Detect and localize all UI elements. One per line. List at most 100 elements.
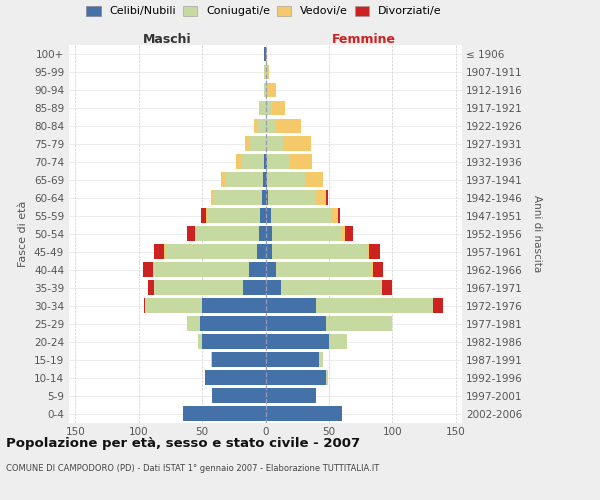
Bar	[275, 118, 301, 134]
Bar	[212, 388, 265, 403]
Bar	[259, 226, 265, 241]
Bar	[144, 298, 145, 313]
Bar	[265, 352, 319, 367]
Bar	[265, 100, 272, 116]
Bar	[236, 154, 241, 169]
Y-axis label: Fasce di età: Fasce di età	[19, 200, 28, 267]
Bar	[326, 316, 392, 331]
Bar	[268, 190, 316, 205]
Bar	[268, 82, 275, 98]
Bar	[265, 64, 267, 80]
Bar	[265, 244, 272, 259]
Bar	[346, 226, 353, 241]
Bar	[265, 118, 275, 134]
Bar	[202, 298, 265, 313]
Bar	[265, 316, 326, 331]
Y-axis label: Anni di nascita: Anni di nascita	[532, 195, 542, 272]
Bar	[187, 316, 200, 331]
Bar	[211, 190, 214, 205]
Bar	[272, 244, 367, 259]
Bar	[326, 190, 328, 205]
Bar	[148, 280, 154, 295]
Bar	[433, 298, 443, 313]
Bar	[316, 190, 326, 205]
Bar	[341, 226, 346, 241]
Bar	[272, 100, 284, 116]
Bar	[338, 208, 340, 223]
Bar	[264, 82, 265, 98]
Bar	[275, 262, 372, 277]
Bar	[316, 298, 433, 313]
Bar	[263, 172, 265, 187]
Bar	[214, 190, 262, 205]
Bar	[265, 280, 281, 295]
Bar	[183, 406, 265, 421]
Bar	[221, 172, 225, 187]
Bar	[272, 226, 341, 241]
Bar	[264, 154, 265, 169]
Bar	[205, 370, 265, 385]
Bar	[201, 208, 206, 223]
Text: Femmine: Femmine	[332, 33, 396, 46]
Bar	[382, 280, 392, 295]
Bar	[271, 208, 331, 223]
Legend: Celibi/Nubili, Coniugati/e, Vedovi/e, Divorziati/e: Celibi/Nubili, Coniugati/e, Vedovi/e, Di…	[86, 6, 442, 16]
Bar	[154, 280, 242, 295]
Bar	[265, 388, 316, 403]
Bar	[265, 154, 267, 169]
Bar	[257, 244, 265, 259]
Bar	[367, 244, 370, 259]
Bar	[265, 226, 272, 241]
Bar	[154, 244, 164, 259]
Bar	[187, 226, 194, 241]
Bar	[200, 316, 265, 331]
Bar	[164, 244, 166, 259]
Bar	[262, 190, 265, 205]
Bar	[145, 298, 202, 313]
Bar	[373, 262, 383, 277]
Bar	[260, 208, 265, 223]
Bar	[199, 334, 202, 349]
Text: COMUNE DI CAMPODORO (PD) - Dati ISTAT 1° gennaio 2007 - Elaborazione TUTTITALIA.: COMUNE DI CAMPODORO (PD) - Dati ISTAT 1°…	[6, 464, 379, 473]
Bar	[254, 118, 257, 134]
Bar	[265, 406, 341, 421]
Bar	[265, 334, 329, 349]
Bar	[265, 190, 268, 205]
Bar	[265, 208, 271, 223]
Bar	[265, 136, 283, 151]
Bar	[267, 172, 305, 187]
Text: Maschi: Maschi	[143, 33, 191, 46]
Bar	[241, 154, 264, 169]
Bar	[143, 262, 152, 277]
Bar	[250, 136, 265, 151]
Bar	[257, 118, 265, 134]
Bar	[283, 136, 311, 151]
Bar	[260, 100, 265, 116]
Bar	[196, 226, 259, 241]
Bar	[372, 262, 373, 277]
Bar	[326, 370, 328, 385]
Bar	[225, 172, 263, 187]
Bar	[319, 352, 323, 367]
Bar	[265, 46, 267, 62]
Bar	[245, 136, 250, 151]
Bar	[329, 334, 347, 349]
Bar	[166, 244, 257, 259]
Bar	[265, 262, 275, 277]
Bar	[206, 208, 207, 223]
Bar	[207, 208, 260, 223]
Bar	[267, 154, 290, 169]
Bar	[267, 64, 269, 80]
Bar	[264, 46, 265, 62]
Text: Popolazione per età, sesso e stato civile - 2007: Popolazione per età, sesso e stato civil…	[6, 438, 360, 450]
Bar	[202, 334, 265, 349]
Bar	[259, 100, 260, 116]
Bar	[242, 280, 265, 295]
Bar	[211, 352, 212, 367]
Bar	[212, 352, 265, 367]
Bar	[194, 226, 196, 241]
Bar	[305, 172, 323, 187]
Bar	[265, 172, 267, 187]
Bar	[265, 82, 268, 98]
Bar	[264, 64, 265, 80]
